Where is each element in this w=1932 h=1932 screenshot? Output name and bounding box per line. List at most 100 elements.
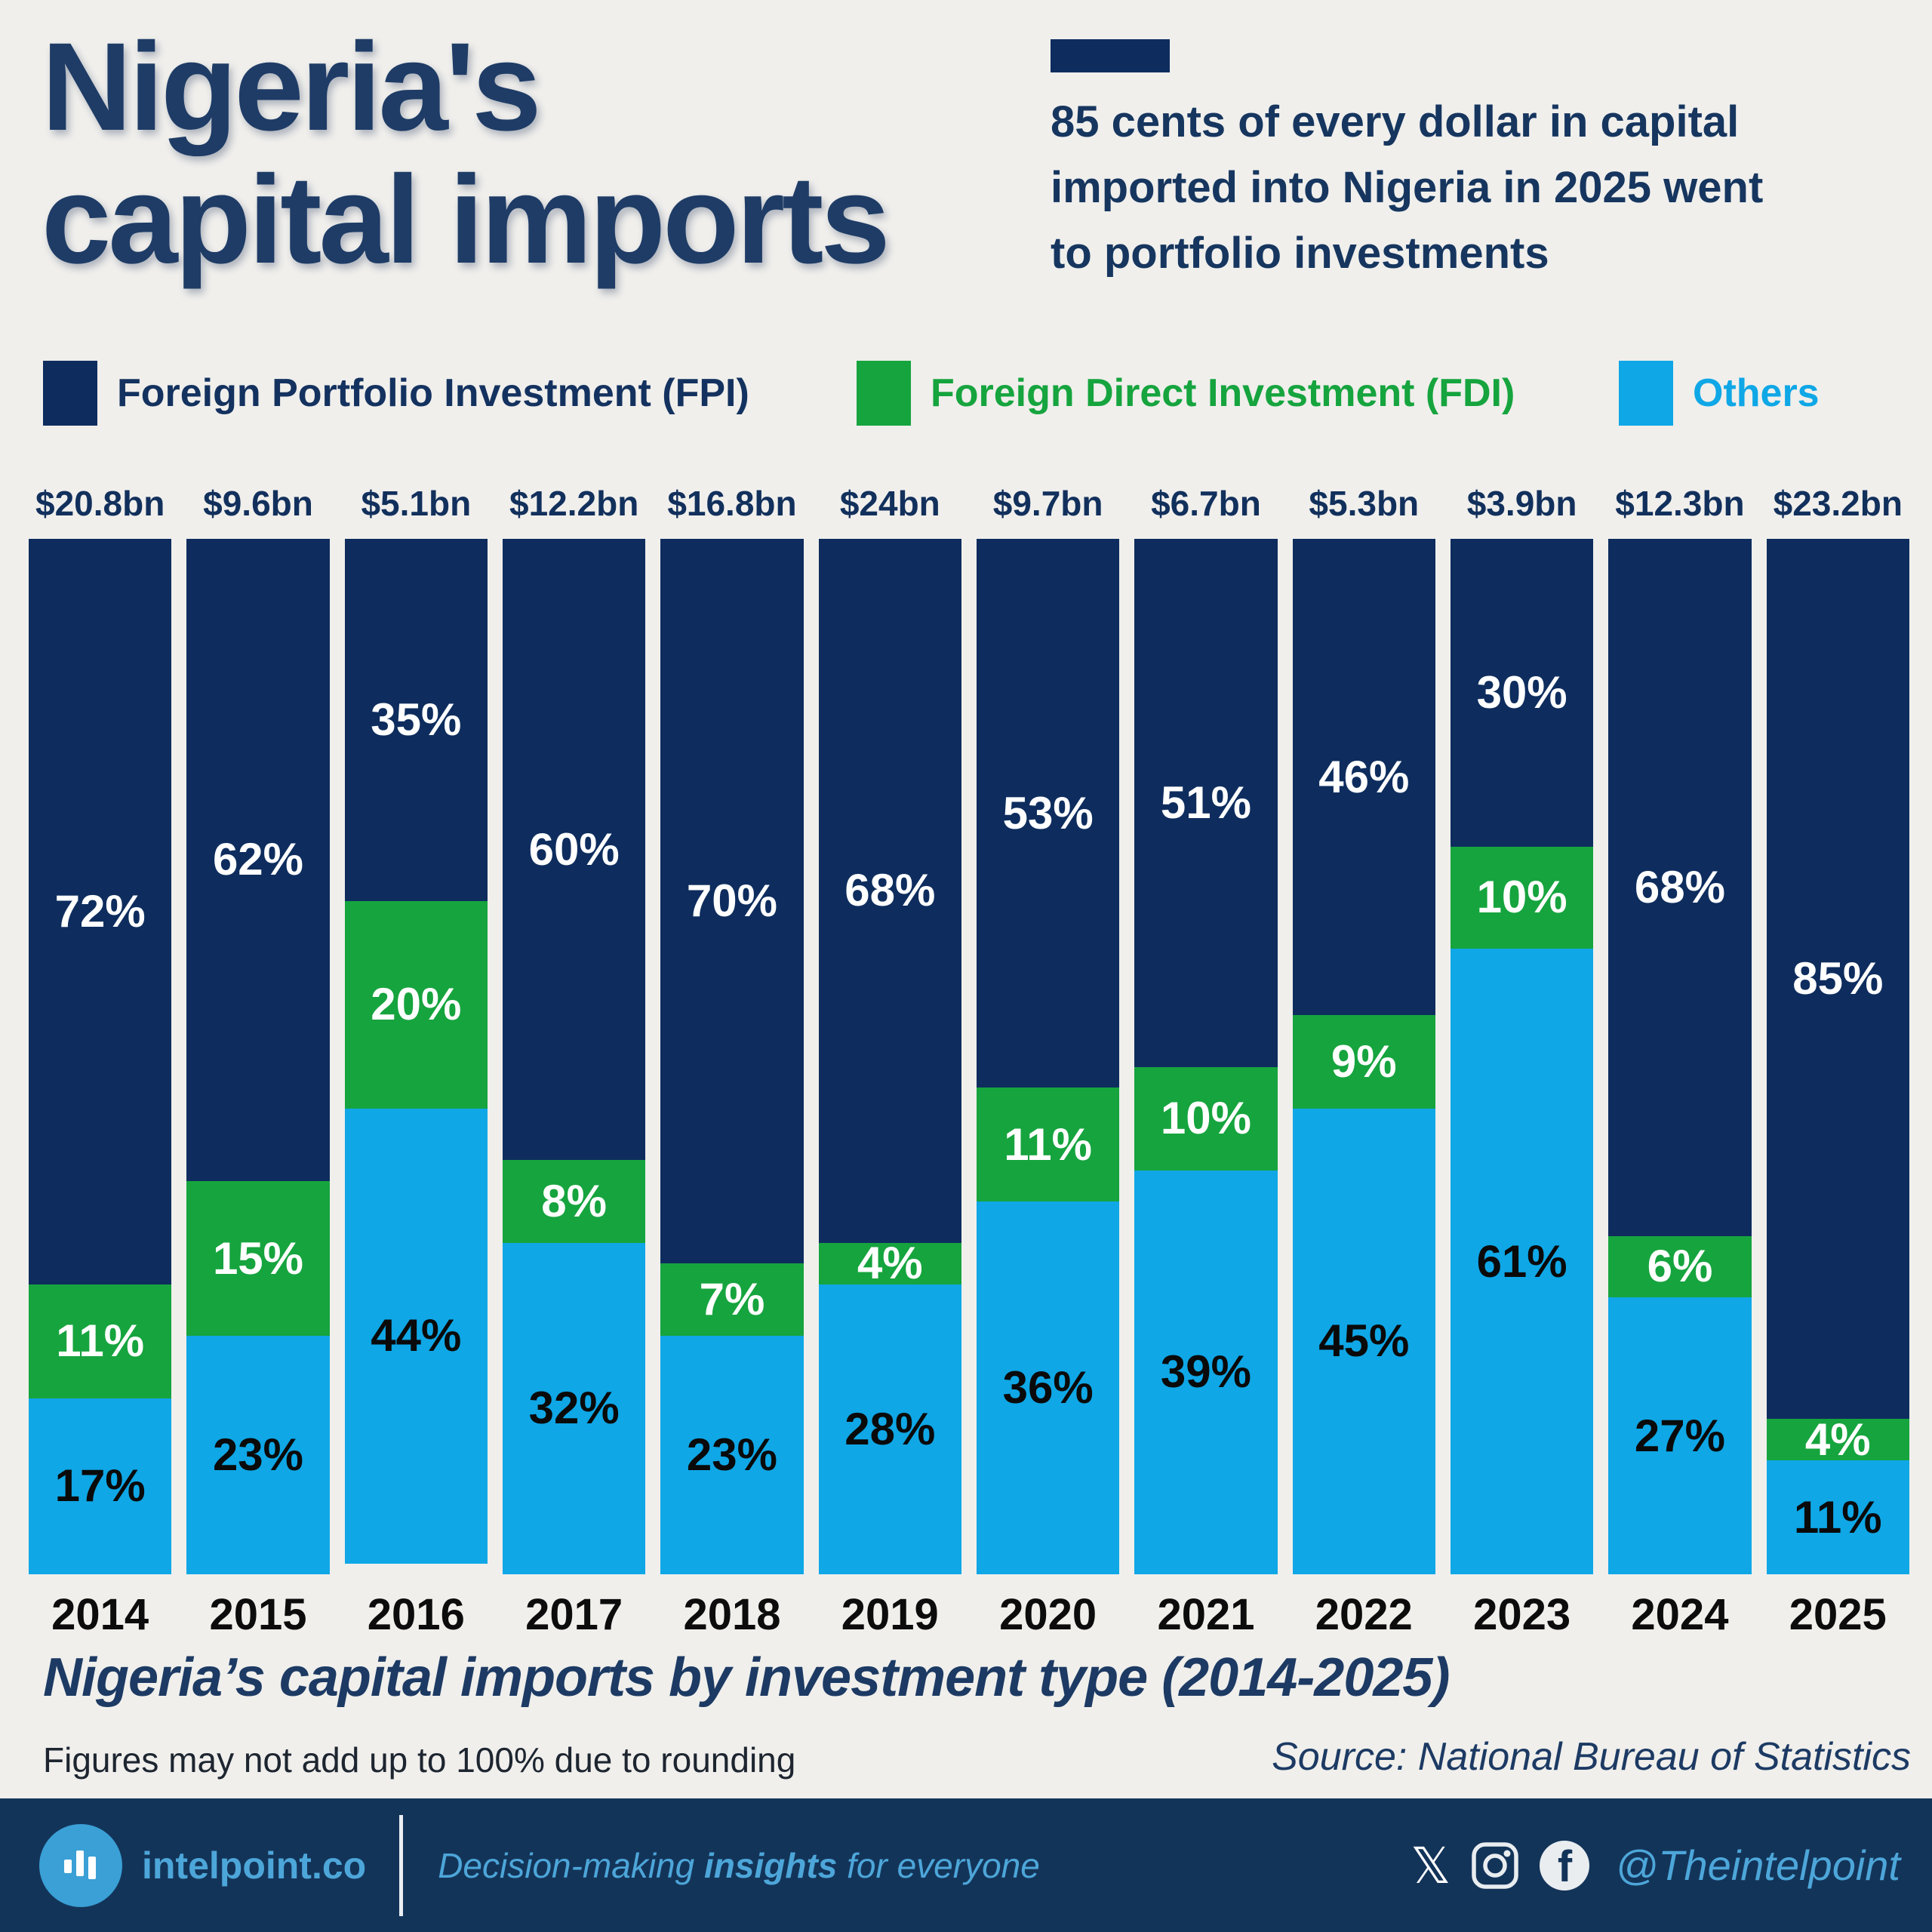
year-label-2025: 2025 <box>1789 1590 1887 1639</box>
total-label-2015: $9.6bn <box>203 484 313 523</box>
segment-value-label: 28% <box>844 1403 936 1454</box>
total-label-2022: $5.3bn <box>1309 484 1420 523</box>
segment-value-label: 51% <box>1160 777 1251 828</box>
stacked-bar-2024: 68% 6% 27% <box>1608 539 1752 1574</box>
segment-value-label: 32% <box>528 1383 620 1434</box>
segment-value-label: 35% <box>371 694 462 746</box>
bar-segment-fpi-2015: 62% <box>186 539 330 1181</box>
bar-chart-logo-icon <box>64 1850 96 1879</box>
intelpoint-logo <box>39 1823 122 1907</box>
segment-value-label: 39% <box>1160 1346 1251 1398</box>
bar-segment-fdi-2018: 7% <box>660 1263 804 1337</box>
total-label-2020: $9.7bn <box>992 484 1103 523</box>
segment-value-label: 30% <box>1476 666 1567 718</box>
brand-name: intelpoint.co <box>142 1844 367 1887</box>
segment-value-label: 23% <box>686 1429 778 1481</box>
legend-item-fdi: Foreign Direct Investment (FDI) <box>857 359 1515 427</box>
segment-value-label: 68% <box>1634 861 1725 912</box>
year-label-2014: 2014 <box>51 1590 149 1639</box>
year-label-2016: 2016 <box>367 1590 465 1639</box>
chart-column-2024: $12.3bn 68% 6% 27% 2024 <box>1608 483 1752 1640</box>
year-label-2021: 2021 <box>1157 1590 1255 1639</box>
chart-column-2020: $9.7bn 53% 11% 36% 2020 <box>976 483 1120 1640</box>
segment-value-label: 15% <box>212 1232 304 1284</box>
footer-tagline: Decision-making insights for everyone <box>438 1845 1040 1886</box>
title-line-1: Nigeria's <box>42 17 542 157</box>
legend-label-fpi: Foreign Portfolio Investment (FPI) <box>117 371 749 415</box>
chart-column-2023: $3.9bn 30% 10% 61% 2023 <box>1450 483 1594 1640</box>
facebook-icon: f <box>1540 1840 1590 1890</box>
segment-value-label: 11% <box>1793 1491 1882 1543</box>
bar-segment-fpi-2020: 53% <box>976 539 1120 1088</box>
bar-segment-fpi-2019: 68% <box>818 539 961 1243</box>
page-title: Nigeria's capital imports <box>42 17 891 290</box>
stacked-bar-2014: 72% 11% 17% <box>29 539 172 1574</box>
segment-value-label: 61% <box>1476 1235 1567 1287</box>
segment-value-label: 7% <box>699 1274 765 1325</box>
stacked-bar-2020: 53% 11% 36% <box>976 539 1120 1574</box>
total-label-2017: $12.2bn <box>509 484 639 523</box>
stacked-bar-2017: 60% 8% 32% <box>502 539 646 1574</box>
bar-segment-fpi-2025: 85% <box>1766 539 1909 1420</box>
legend-label-others: Others <box>1693 371 1820 415</box>
bar-segment-others-2014: 17% <box>29 1398 172 1574</box>
chart-column-2018: $16.8bn 70% 7% 23% 2018 <box>660 483 804 1640</box>
facebook-f-glyph: f <box>1557 1841 1573 1890</box>
segment-value-label: 68% <box>844 865 936 916</box>
bar-segment-others-2022: 45% <box>1292 1108 1435 1574</box>
total-label-2016: $5.1bn <box>361 484 472 523</box>
tagline-pre: Decision-making <box>438 1845 704 1885</box>
year-label-2020: 2020 <box>999 1590 1097 1639</box>
bar-segment-fpi-2014: 72% <box>29 539 172 1284</box>
callout-line-1: 85 cents of every dollar in capital <box>1051 97 1740 146</box>
stacked-bar-2025: 85% 4% 11% <box>1766 539 1909 1574</box>
tagline-emphasis: insights <box>704 1845 838 1885</box>
chart-column-2016: $5.1bn 35% 20% 44% 2016 <box>344 483 488 1640</box>
chart-column-2017: $12.2bn 60% 8% 32% 2017 <box>502 483 646 1640</box>
total-label-2025: $23.2bn <box>1773 484 1903 523</box>
segment-value-label: 46% <box>1318 751 1410 802</box>
segment-value-label: 6% <box>1647 1241 1713 1292</box>
tagline-post: for everyone <box>837 1845 1040 1885</box>
social-links: 𝕏 f @Theintelpoint <box>1411 1837 1900 1894</box>
legend-swatch-fpi <box>43 361 97 426</box>
segment-value-label: 36% <box>1002 1362 1094 1414</box>
bar-segment-fdi-2023: 10% <box>1450 846 1594 949</box>
segment-value-label: 4% <box>857 1238 923 1289</box>
bar-segment-fdi-2016: 20% <box>344 901 488 1109</box>
stacked-bar-2018: 70% 7% 23% <box>660 539 804 1574</box>
segment-value-label: 8% <box>541 1176 607 1227</box>
total-label-2021: $6.7bn <box>1151 484 1261 523</box>
segment-value-label: 72% <box>54 885 146 937</box>
total-label-2024: $12.3bn <box>1615 484 1745 523</box>
legend-swatch-fdi <box>857 361 911 426</box>
year-label-2019: 2019 <box>841 1590 939 1639</box>
segment-value-label: 17% <box>54 1460 146 1512</box>
chart-column-2021: $6.7bn 51% 10% 39% 2021 <box>1134 483 1278 1640</box>
bar-segment-others-2019: 28% <box>818 1284 961 1574</box>
title-line-2: capital imports <box>42 149 891 290</box>
x-twitter-icon: 𝕏 <box>1411 1837 1451 1894</box>
segment-value-label: 11% <box>56 1315 145 1367</box>
bar-segment-others-2015: 23% <box>186 1336 330 1574</box>
segment-value-label: 85% <box>1792 953 1884 1004</box>
stacked-bar-2016: 35% 20% 44% <box>344 539 488 1574</box>
segment-value-label: 53% <box>1002 787 1094 838</box>
stacked-bar-2021: 51% 10% 39% <box>1134 539 1278 1574</box>
bar-segment-fpi-2016: 35% <box>344 539 488 902</box>
rounding-footnote: Figures may not add up to 100% due to ro… <box>43 1740 796 1780</box>
stacked-bar-chart: $20.8bn 72% 11% 17% 2014 $9.6bn 62% 15% 23% 2015 $… <box>29 483 1909 1640</box>
bar-segment-fpi-2017: 60% <box>502 539 646 1161</box>
bar-segment-others-2018: 23% <box>660 1336 804 1574</box>
year-label-2023: 2023 <box>1473 1590 1571 1639</box>
year-label-2024: 2024 <box>1631 1590 1729 1639</box>
footer-divider <box>399 1814 404 1916</box>
total-label-2023: $3.9bn <box>1466 484 1577 523</box>
bar-segment-fdi-2014: 11% <box>29 1284 172 1398</box>
bar-segment-fpi-2018: 70% <box>660 539 804 1264</box>
stacked-bar-2015: 62% 15% 23% <box>186 539 330 1574</box>
callout-text: 85 cents of every dollar in capital impo… <box>1051 89 1932 286</box>
bar-segment-fdi-2022: 9% <box>1292 1015 1435 1109</box>
bar-segment-others-2020: 36% <box>976 1201 1120 1574</box>
